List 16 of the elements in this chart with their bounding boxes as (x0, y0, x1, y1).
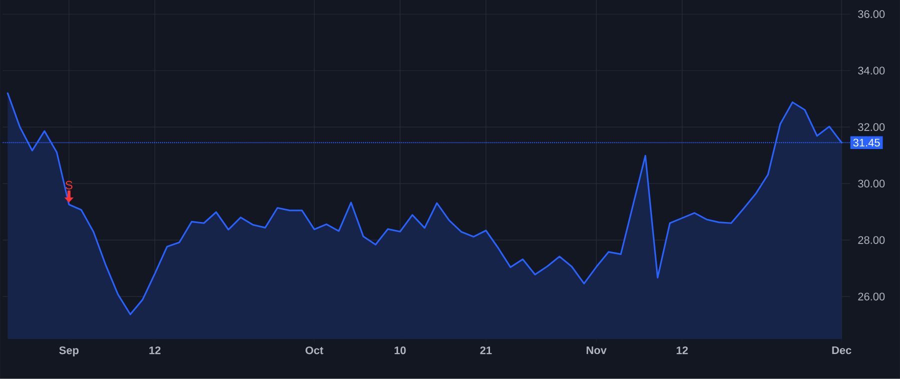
x-tick-label: 12 (149, 346, 160, 354)
y-tick-label: 26.00 (858, 292, 885, 301)
y-tick-label: 30.00 (858, 180, 885, 188)
x-tick-label: Nov (586, 346, 607, 354)
y-tick-label: 28.00 (858, 236, 885, 244)
x-tick-label: Sep (59, 346, 79, 356)
y-tick-label: 34.00 (858, 66, 885, 75)
y-tick-label: 32.00 (858, 123, 885, 132)
x-tick-label: 10 (394, 346, 406, 354)
x-tick-label: Oct (306, 346, 324, 354)
x-tick-label: 21 (480, 346, 492, 354)
x-tick-label: 12 (676, 346, 688, 354)
y-tick-label: 36.00 (858, 10, 885, 18)
annotation: S (66, 180, 72, 190)
x-tick-label: Dec (832, 346, 852, 354)
ref-line-label: 31.45 (853, 138, 880, 147)
